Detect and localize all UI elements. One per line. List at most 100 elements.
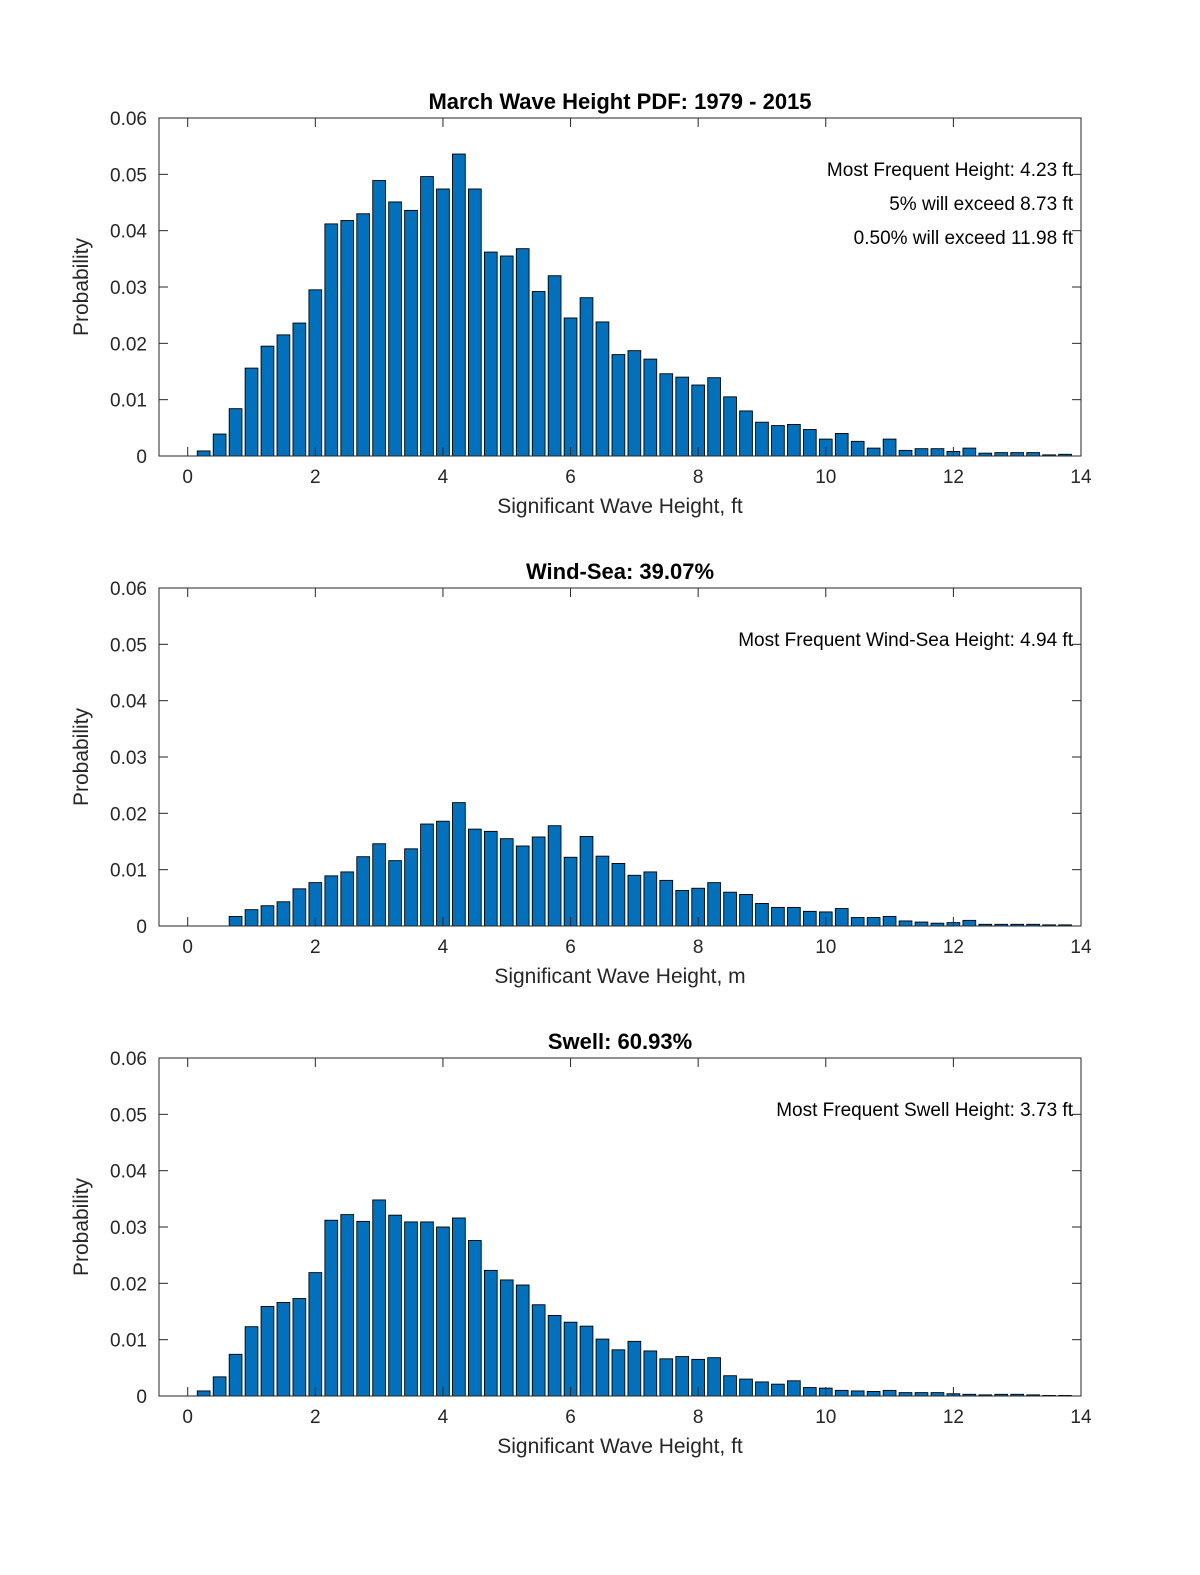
chart-2-xtick-label: 0	[182, 937, 193, 958]
chart-3-bar	[834, 1389, 849, 1397]
chart-3-bar	[898, 1392, 913, 1397]
chart-3-bar	[308, 1272, 323, 1397]
chart-2-bar	[499, 838, 514, 927]
chart-1-bar	[643, 358, 658, 457]
chart-3-xtick-label: 8	[693, 1407, 704, 1428]
chart-3-bar	[468, 1240, 482, 1397]
chart-3-xtick-label: 12	[943, 1407, 964, 1428]
chart-2-bar	[483, 830, 498, 927]
chart-3-xtick-label: 2	[310, 1407, 321, 1428]
chart-1-bar	[866, 447, 881, 457]
chart-1-panel: 0 2 4 6 8 10 12 14 0 0.01 0.02 0.03 0.04 0.05 0.06 Marc…	[70, 89, 1092, 518]
chart-1-bar	[994, 452, 1009, 457]
chart-3-title: Swell: 60.93%	[548, 1029, 692, 1054]
chart-3-bar	[531, 1304, 546, 1397]
chart-3-xtick-label: 6	[565, 1407, 576, 1428]
chart-1-bar	[898, 449, 913, 457]
chart-2-xlabel: Significant Wave Height, m	[494, 965, 745, 988]
chart-2-xtick-label: 10	[815, 937, 836, 958]
chart-3-bar	[244, 1326, 259, 1397]
chart-2-bar	[579, 835, 594, 927]
chart-3-bar	[675, 1356, 690, 1397]
chart-1-bar	[468, 188, 482, 457]
chart-2-bar	[228, 915, 243, 927]
chart-1-bar	[324, 223, 339, 457]
chart-1-bar	[356, 213, 371, 457]
chart-2-bar	[547, 825, 562, 927]
chart-2-bar	[340, 871, 355, 927]
chart-2-bar	[388, 860, 402, 927]
chart-2-bar	[675, 890, 690, 927]
chart-3-bar	[739, 1378, 753, 1397]
chart-1-bar	[962, 447, 977, 457]
chart-1-bar	[531, 291, 546, 457]
chart-2-bar	[787, 906, 801, 927]
chart-1-ytick-label: 0.03	[110, 278, 147, 299]
chart-1-xtick-label: 6	[565, 467, 576, 488]
chart-2-bar	[866, 917, 881, 927]
chart-2-bar	[659, 879, 674, 927]
chart-2-xtick-label: 6	[565, 937, 576, 958]
chart-1-xtick-label: 10	[815, 467, 836, 488]
chart-1-xtick-label: 4	[438, 467, 449, 488]
chart-2-xtick-label: 4	[438, 937, 449, 958]
chart-3-bar	[515, 1284, 530, 1397]
chart-3-bar	[850, 1390, 865, 1397]
chart-1-bar	[755, 421, 769, 457]
chart-3-bar	[420, 1221, 434, 1397]
chart-3-ylabel: Probability	[70, 1177, 93, 1276]
chart-2-bar	[611, 863, 626, 927]
chart-2-bar	[244, 909, 259, 927]
chart-1-bar	[212, 433, 227, 457]
chart-1-bar	[420, 176, 434, 457]
chart-3-ytick-label: 0.04	[110, 1162, 147, 1183]
chart-2-xtick-label: 2	[310, 937, 321, 958]
chart-3-bar	[260, 1305, 275, 1397]
chart-3-xtick-label: 4	[438, 1407, 449, 1428]
chart-2-ytick-label: 0	[136, 917, 147, 938]
chart-2-bar	[531, 836, 546, 927]
chart-1-bar	[547, 275, 562, 457]
chart-3-ytick-label: 0	[136, 1387, 147, 1408]
chart-3-bar	[276, 1302, 291, 1397]
chart-3-annotation: Most Frequent Swell Height: 3.73 ft	[776, 1100, 1073, 1121]
chart-1-ytick-label: 0.04	[110, 222, 147, 243]
chart-1-bar	[276, 334, 291, 457]
chart-2-bar	[898, 920, 913, 927]
chart-1-bar	[595, 321, 610, 457]
chart-2-bar	[707, 882, 721, 927]
chart-2-bar	[356, 856, 371, 927]
chart-1-bar	[196, 450, 211, 457]
chart-1-annotation: Most Frequent Height: 4.23 ft	[827, 160, 1074, 181]
chart-3-bar	[228, 1353, 243, 1397]
chart-2-xtick-label: 8	[693, 937, 704, 958]
chart-3-ytick-label: 0.02	[110, 1274, 147, 1295]
chart-2-bar	[914, 921, 929, 927]
chart-1-bar	[834, 433, 849, 457]
chart-3-bar	[388, 1214, 402, 1397]
chart-3-bar	[771, 1383, 785, 1397]
chart-1-bar	[802, 429, 817, 457]
chart-1-annotation: 0.50% will exceed 11.98 ft	[854, 228, 1074, 249]
chart-1-bar	[691, 384, 705, 457]
chart-1-bar	[659, 373, 674, 457]
chart-1-annotation: 5% will exceed 8.73 ft	[889, 194, 1073, 215]
chart-1-bar	[340, 220, 355, 457]
chart-1-ytick-label: 0	[136, 447, 147, 468]
chart-1-bar	[882, 438, 897, 457]
chart-2-bar	[420, 823, 434, 927]
chart-2-bar	[739, 894, 753, 927]
chart-3-ytick-label: 0.01	[110, 1331, 147, 1352]
chart-2-bar	[802, 910, 817, 927]
chart-1-bar	[787, 424, 801, 457]
chart-1-ytick-label: 0.06	[110, 109, 147, 130]
chart-2-title: Wind-Sea: 39.07%	[526, 559, 714, 584]
chart-2-bar	[755, 903, 769, 927]
chart-2-ytick-label: 0.01	[110, 861, 147, 882]
chart-3-bar	[563, 1321, 578, 1397]
chart-2-bar	[372, 843, 386, 927]
chart-2-bar	[436, 820, 450, 927]
chart-1-bar	[404, 209, 418, 457]
chart-2-bar	[962, 919, 977, 927]
